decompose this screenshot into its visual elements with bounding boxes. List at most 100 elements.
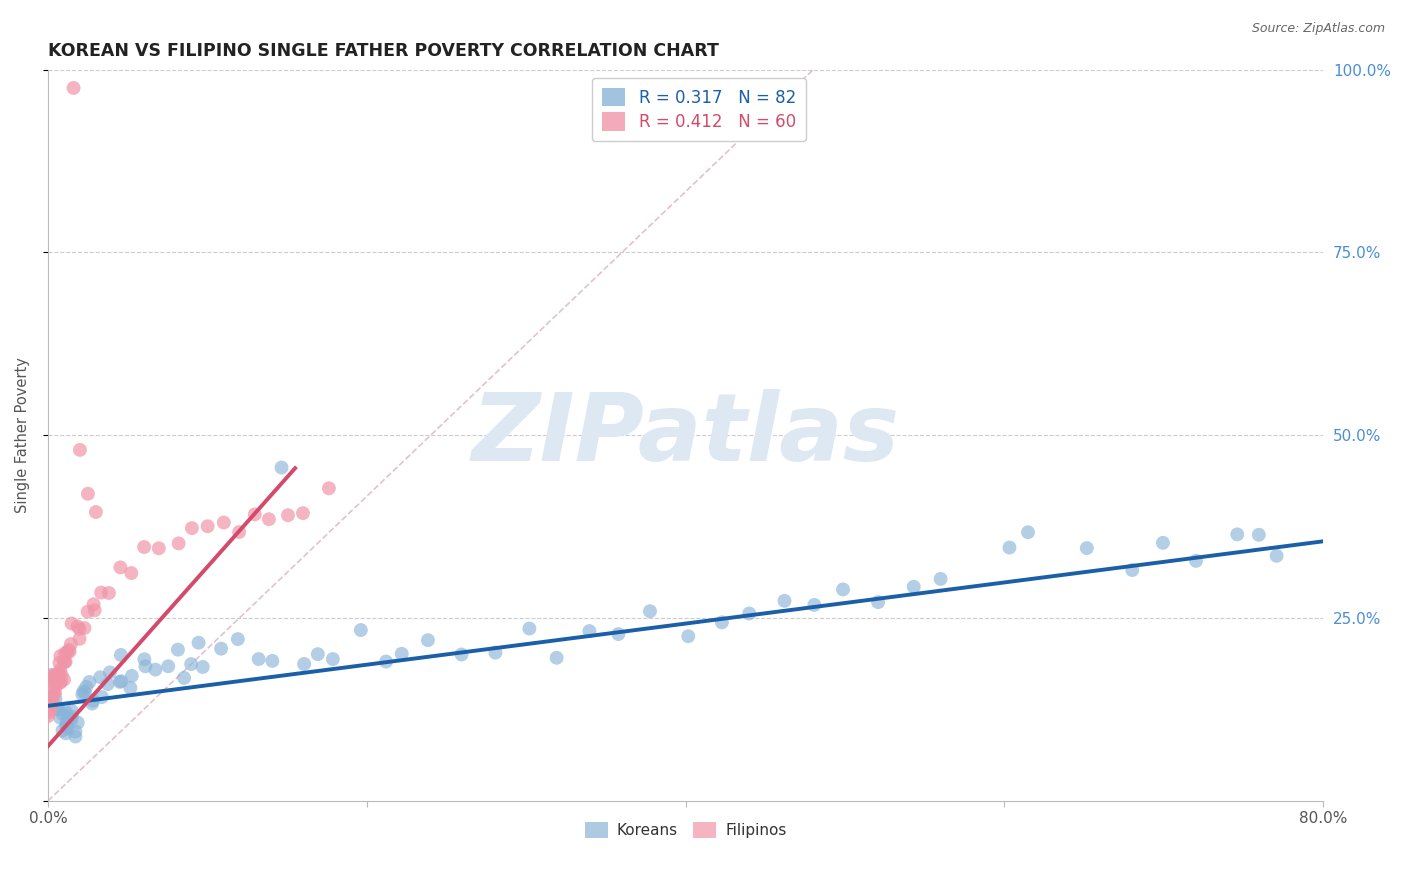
Point xyxy=(66,715,89,730)
Point xyxy=(45,679,67,693)
Legend: Koreans, Filipinos: Koreans, Filipinos xyxy=(579,815,793,845)
Point xyxy=(134,659,156,673)
Point xyxy=(578,624,600,638)
Point xyxy=(77,487,100,501)
Point xyxy=(292,657,315,671)
Point xyxy=(84,505,107,519)
Point xyxy=(1265,549,1288,563)
Point xyxy=(44,667,66,681)
Point xyxy=(39,668,62,682)
Point xyxy=(69,442,91,457)
Point xyxy=(1247,528,1270,542)
Point xyxy=(226,632,249,647)
Point xyxy=(42,671,65,685)
Point xyxy=(45,692,67,706)
Point xyxy=(90,585,112,599)
Point xyxy=(49,710,72,724)
Point xyxy=(110,648,132,662)
Point xyxy=(37,709,59,723)
Point xyxy=(55,716,77,731)
Point xyxy=(134,652,156,666)
Point xyxy=(82,693,104,707)
Point xyxy=(66,619,89,633)
Point xyxy=(45,674,67,689)
Point xyxy=(60,616,83,631)
Point xyxy=(83,603,105,617)
Point xyxy=(97,677,120,691)
Text: ZIPatlas: ZIPatlas xyxy=(471,389,900,482)
Point xyxy=(1017,525,1039,540)
Point xyxy=(90,690,112,704)
Point xyxy=(55,726,77,740)
Point xyxy=(42,677,65,691)
Point xyxy=(46,667,69,681)
Point xyxy=(48,702,70,716)
Point xyxy=(710,615,733,630)
Point xyxy=(38,706,60,720)
Point xyxy=(39,690,62,705)
Point xyxy=(48,656,70,670)
Point xyxy=(55,705,77,719)
Point xyxy=(72,684,94,698)
Point xyxy=(44,686,66,700)
Point xyxy=(929,572,952,586)
Point xyxy=(546,650,568,665)
Point xyxy=(803,598,825,612)
Point xyxy=(322,652,344,666)
Point xyxy=(773,594,796,608)
Point xyxy=(243,508,266,522)
Point xyxy=(607,627,630,641)
Point xyxy=(55,655,77,669)
Point xyxy=(167,642,190,657)
Text: Source: ZipAtlas.com: Source: ZipAtlas.com xyxy=(1251,22,1385,36)
Point xyxy=(56,722,79,736)
Point xyxy=(76,605,98,619)
Point xyxy=(108,674,131,689)
Point xyxy=(53,647,76,661)
Point xyxy=(120,566,142,580)
Point xyxy=(257,512,280,526)
Point xyxy=(180,521,202,535)
Point xyxy=(98,665,121,680)
Point xyxy=(56,645,79,659)
Point xyxy=(450,648,472,662)
Point xyxy=(51,723,73,738)
Point xyxy=(49,663,72,677)
Point xyxy=(167,536,190,550)
Point xyxy=(277,508,299,523)
Point xyxy=(110,560,132,574)
Point xyxy=(391,647,413,661)
Point xyxy=(318,481,340,495)
Point xyxy=(1152,536,1174,550)
Point xyxy=(1226,527,1249,541)
Point xyxy=(72,688,94,702)
Point xyxy=(903,580,925,594)
Point xyxy=(51,706,73,721)
Point xyxy=(120,681,142,695)
Point xyxy=(868,595,890,609)
Point xyxy=(46,702,69,716)
Point xyxy=(262,654,284,668)
Point xyxy=(65,724,87,739)
Point xyxy=(37,696,59,710)
Point xyxy=(41,673,63,688)
Point xyxy=(1121,563,1143,577)
Point xyxy=(110,674,132,689)
Point xyxy=(56,709,79,723)
Point xyxy=(73,621,96,635)
Point xyxy=(209,641,232,656)
Point xyxy=(79,675,101,690)
Point xyxy=(82,697,104,711)
Point xyxy=(65,730,87,744)
Point xyxy=(1076,541,1098,555)
Point xyxy=(228,524,250,539)
Point xyxy=(44,673,66,687)
Point xyxy=(51,668,73,682)
Point xyxy=(519,622,541,636)
Point xyxy=(212,516,235,530)
Point xyxy=(247,652,270,666)
Point xyxy=(97,586,120,600)
Point xyxy=(58,642,80,657)
Point xyxy=(191,660,214,674)
Point xyxy=(62,81,84,95)
